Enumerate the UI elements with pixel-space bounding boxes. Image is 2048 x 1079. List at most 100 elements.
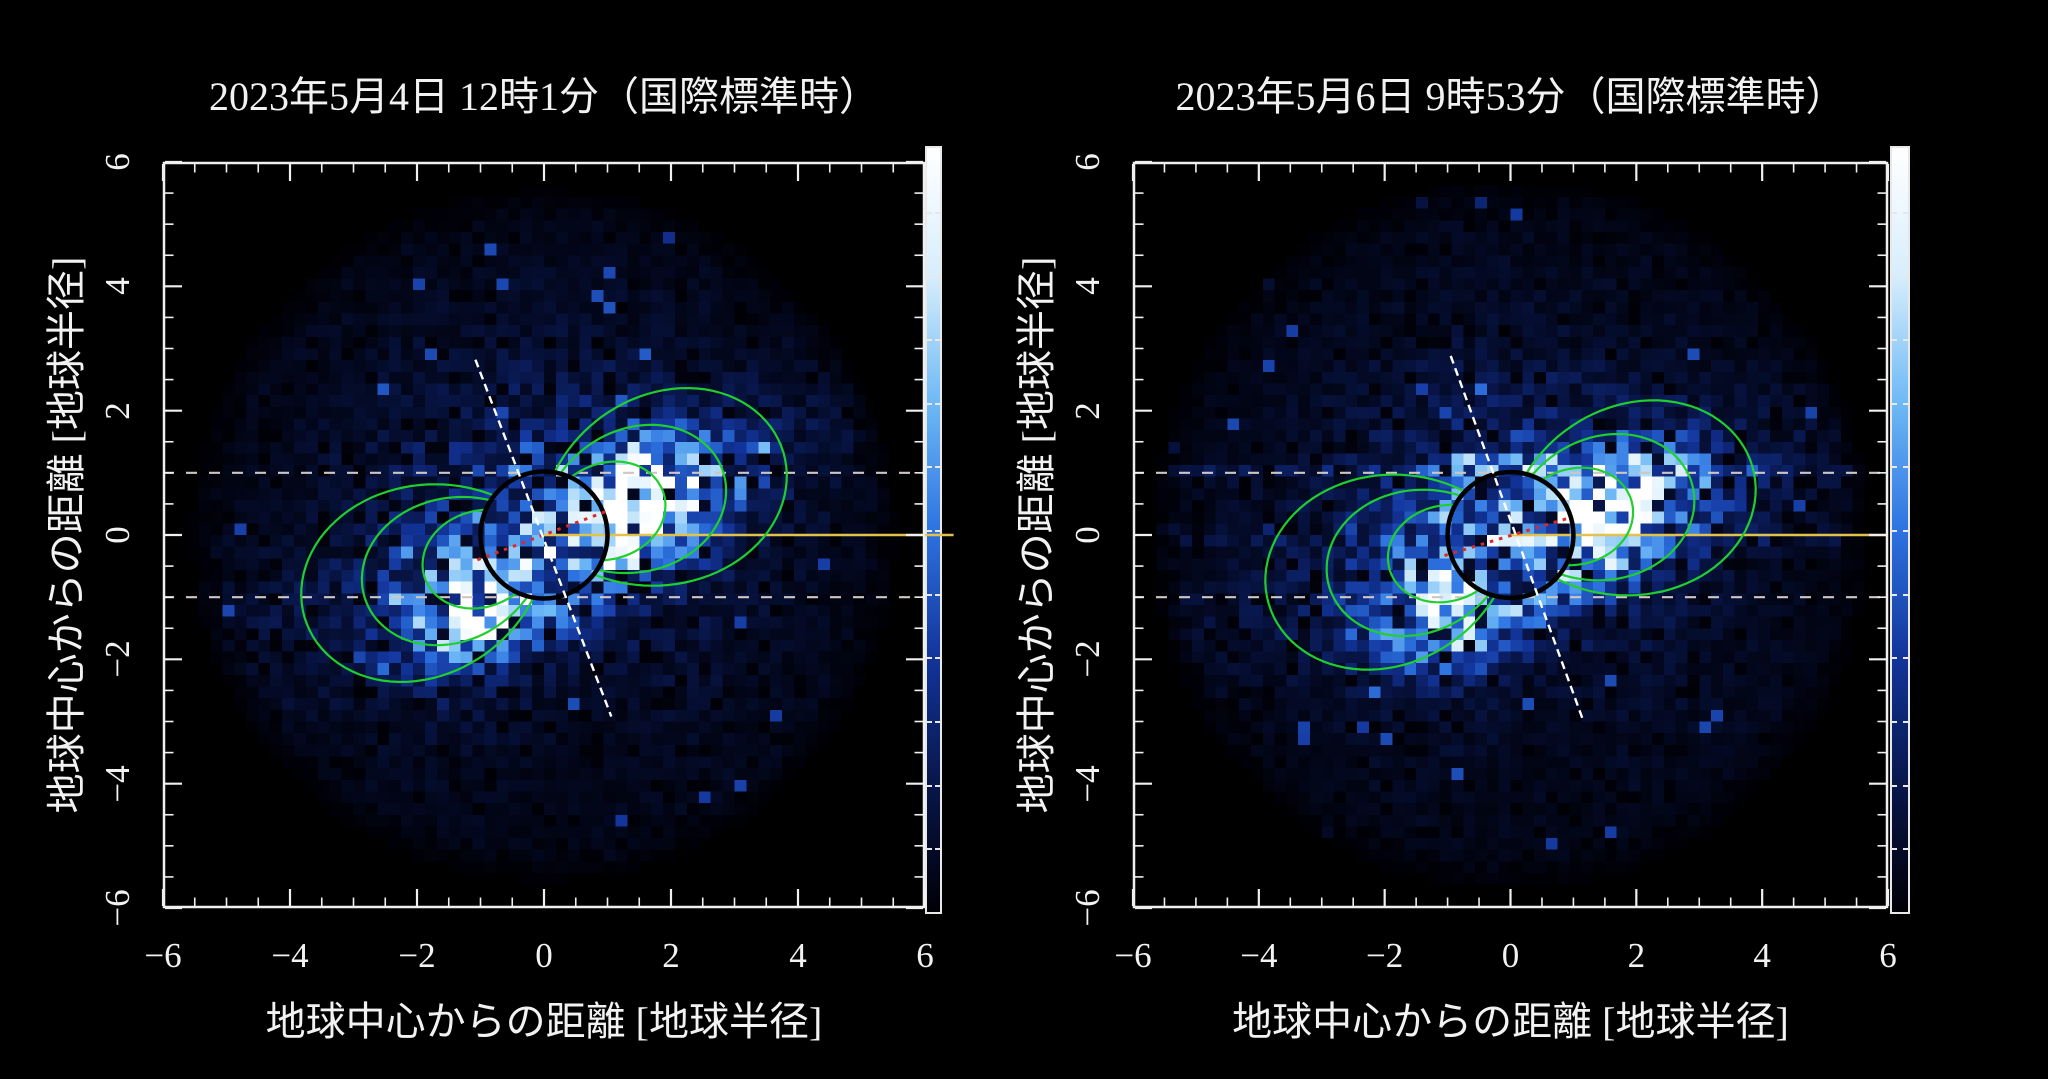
y-tick-label: 2	[1068, 401, 1107, 420]
y-tick-label: −6	[1068, 889, 1107, 927]
colorbar-tick	[1903, 784, 1908, 787]
colorbar-tick	[1892, 211, 1897, 214]
x-tick-label: 2	[662, 936, 680, 975]
colorbar-tick	[1892, 721, 1897, 723]
colorbar-tick	[935, 466, 940, 469]
colorbar-tick	[935, 402, 940, 405]
colorbar-tick	[935, 657, 940, 660]
y-axis-label: 地球中心からの距離 [地球半径]	[44, 256, 89, 814]
x-tick-label: −6	[1114, 936, 1152, 975]
x-tick-label: 6	[1879, 936, 1897, 975]
dipole-field-line-L4-night	[1264, 473, 1497, 671]
colorbar-tick	[935, 784, 940, 787]
x-tick-label: −4	[271, 936, 309, 975]
colorbar-tick	[1892, 466, 1897, 469]
y-tick-label: −4	[1068, 765, 1107, 803]
y-tick-label: −2	[1068, 640, 1107, 678]
colorbar-tick	[1903, 275, 1908, 278]
colorbar-tick	[1892, 402, 1897, 405]
colorbar-tick	[927, 339, 932, 341]
colorbar-tick	[927, 657, 932, 660]
colorbar-tick	[1903, 402, 1908, 405]
dipole-field-line-L2-night	[421, 508, 519, 610]
x-tick-label: −2	[1366, 936, 1404, 975]
panel-right: 2023年5月6日 9時53分（国際標準時） 地球中心からの距離 [地球半径] …	[1014, 74, 1897, 1044]
axis-frame	[1132, 161, 1889, 909]
dipole-axis-line	[1449, 355, 1584, 721]
y-tick-label: 4	[1068, 277, 1107, 296]
x-tick-label: 4	[789, 936, 807, 975]
x-tick-label: −2	[398, 936, 436, 975]
y-tick-label: −4	[98, 765, 137, 803]
dipole-axis-line	[474, 359, 613, 717]
page-title: 2023年5月6日 9時53分（国際標準時）	[1175, 74, 1846, 119]
y-tick-label: 0	[98, 526, 137, 544]
panel-left: 2023年5月4日 12時1分（国際標準時） 地球中心からの距離 [地球半径] …	[44, 74, 954, 1044]
y-tick-label: 6	[1068, 153, 1107, 171]
colorbar-tick	[935, 275, 940, 278]
x-tick-label: 4	[1753, 936, 1771, 975]
colorbar-tick	[927, 530, 932, 532]
colorbar-tick	[1903, 339, 1908, 341]
intensity-colorbar	[1890, 146, 1910, 914]
earth-circle	[478, 469, 610, 601]
magnetic-equator-line	[1444, 516, 1571, 557]
colorbar-tick	[1892, 784, 1897, 787]
intensity-colorbar	[925, 146, 942, 914]
colorbar-tick	[1903, 466, 1908, 469]
colorbar-tick	[927, 848, 932, 851]
page-title: 2023年5月4日 12時1分（国際標準時）	[209, 74, 879, 119]
colorbar-tick	[1892, 848, 1897, 851]
colorbar-tick	[1903, 211, 1908, 214]
dipole-field-line-L3-night	[1325, 488, 1491, 638]
x-axis-label: 地球中心からの距離 [地球半径]	[1232, 999, 1789, 1044]
colorbar-tick	[935, 848, 940, 851]
colorbar-tick	[927, 593, 932, 596]
colorbar-tick	[1903, 657, 1908, 660]
plot-overlay	[161, 160, 954, 910]
earth-circle	[1445, 469, 1576, 601]
x-tick-label: 2	[1627, 936, 1646, 975]
x-tick-label: −4	[1240, 936, 1278, 975]
x-axis-label: 地球中心からの距離 [地球半径]	[265, 999, 823, 1044]
colorbar-tick	[1892, 657, 1897, 660]
x-tick-label: 0	[1501, 936, 1520, 975]
plot-overlay	[1131, 160, 1890, 910]
colorbar-tick	[935, 593, 940, 596]
dipole-field-line-L2-day	[1540, 466, 1635, 567]
colorbar-tick	[927, 721, 932, 723]
y-axis-label: 地球中心からの距離 [地球半径]	[1014, 256, 1059, 814]
dipole-field-line-L4-day	[552, 386, 788, 587]
colorbar-tick	[935, 530, 940, 532]
colorbar-tick	[927, 275, 932, 278]
axis-frame	[162, 161, 926, 909]
dipole-field-line-L3-day	[1530, 432, 1696, 582]
colorbar-tick	[1892, 593, 1897, 596]
colorbar-tick	[927, 466, 932, 469]
colorbar-tick	[1903, 721, 1908, 723]
colorbar-tick	[1903, 848, 1908, 851]
y-tick-label: −2	[98, 640, 137, 678]
x-tick-label: 6	[916, 936, 934, 975]
dipole-field-line-L2-night	[1386, 503, 1481, 604]
colorbar-tick	[1892, 530, 1897, 532]
colorbar-tick	[927, 402, 932, 405]
colorbar-tick	[927, 784, 932, 787]
dipole-field-line-L2-day	[569, 460, 667, 562]
dipole-field-line-L3-night	[360, 495, 530, 647]
x-tick-label: −6	[144, 936, 182, 975]
colorbar-tick	[927, 211, 932, 214]
y-tick-label: 0	[1068, 526, 1107, 544]
colorbar-tick	[1892, 339, 1897, 341]
dipole-field-line-L3-day	[558, 423, 728, 575]
y-tick-label: 6	[98, 153, 137, 171]
colorbar-tick	[935, 721, 940, 723]
colorbar-tick	[935, 211, 940, 214]
dipole-field-line-L4-day	[1524, 399, 1757, 597]
colorbar-tick	[1903, 593, 1908, 596]
y-tick-label: 4	[98, 277, 137, 296]
y-tick-label: 2	[98, 401, 137, 420]
colorbar-tick	[1903, 530, 1908, 532]
y-tick-label: −6	[98, 889, 137, 927]
